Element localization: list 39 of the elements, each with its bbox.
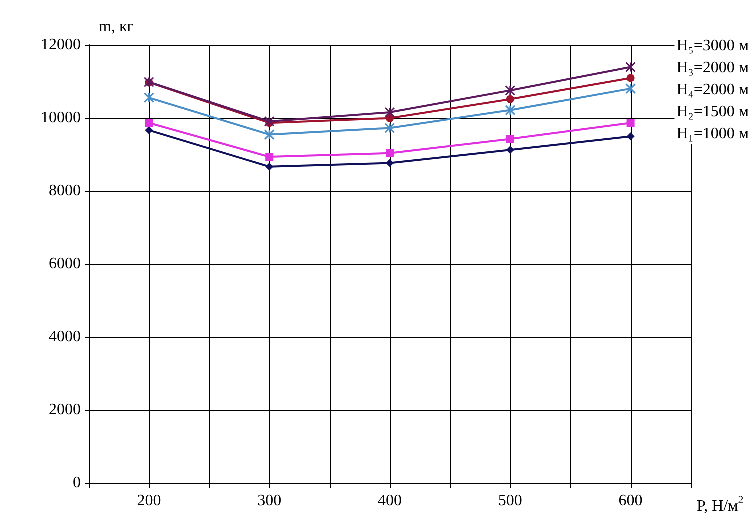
point [506,135,514,144]
point [145,119,154,128]
y-tick-label: 2000 [49,402,81,418]
x-tick-label: 600 [618,492,643,510]
point [505,105,516,116]
point [266,162,274,171]
point [626,84,636,94]
x-tick-label: 300 [258,492,282,510]
point [626,74,635,82]
text: H₅=3000 м [676,38,749,54]
y-tick-label: 4000 [49,328,81,346]
x-tick-label: 200 [137,492,162,510]
point [505,85,516,96]
y-tick-label: 12000 [41,36,81,54]
point [264,116,275,127]
point [386,159,394,168]
point [384,107,396,118]
point [506,146,514,154]
point [384,122,396,134]
text: H₂=1500 м [676,104,749,120]
text: H₁=1000 м [676,126,749,142]
text: H₃=2000 м [676,60,749,76]
point [626,62,636,73]
point [626,119,635,128]
point [266,153,274,162]
x-tick-label: 400 [378,492,402,510]
y-tick-label: 0 [73,474,81,492]
point [386,149,394,158]
y-tick-label: 8000 [49,182,81,200]
point [264,130,275,140]
point [506,95,514,104]
text: H₄=2000 м [676,82,749,98]
y-tick-label: 10000 [41,110,81,126]
y-tick-label: 6000 [49,256,81,272]
x-tick-label: 500 [498,492,522,510]
y-axis-title: m, кг [99,18,134,36]
point [145,126,154,134]
point [626,132,635,141]
point [144,92,154,104]
